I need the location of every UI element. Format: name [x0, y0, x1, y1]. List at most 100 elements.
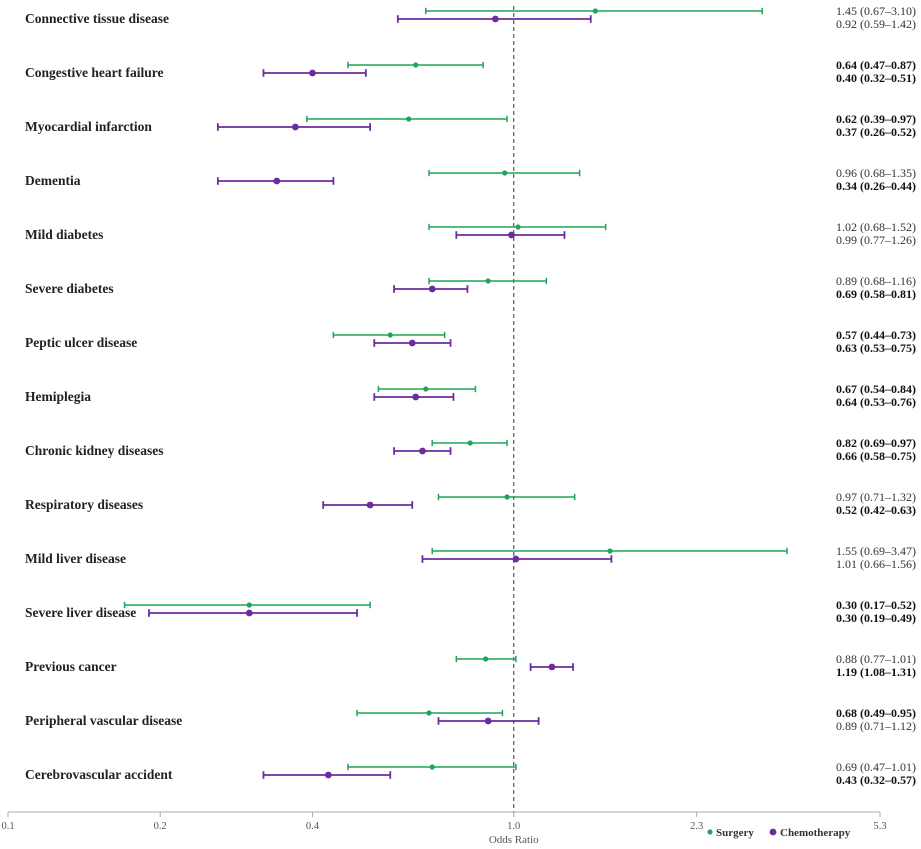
row-label: Mild diabetes: [25, 227, 103, 242]
row-label: Dementia: [25, 173, 81, 188]
chemotherapy-point: [291, 123, 299, 131]
chemotherapy-ci-text: 0.69 (0.58–0.81): [836, 287, 916, 301]
row-label: Connective tissue disease: [25, 11, 169, 26]
surgery-point: [406, 116, 412, 122]
surgery-point: [485, 278, 491, 284]
x-tick-label: 0.4: [306, 821, 320, 832]
chemotherapy-point: [324, 771, 332, 779]
forest-row: Mild diabetes 1.02 (0.68–1.52)0.99 (0.77–…: [25, 220, 916, 247]
forest-row: Cerebrovascular accident 0.69 (0.47–1.01)…: [25, 760, 916, 787]
forest-row: Connective tissue disease 1.45 (0.67–3.10…: [25, 4, 916, 31]
surgery-ci-text: 0.96 (0.68–1.35): [836, 166, 916, 180]
chemotherapy-ci-text: 1.19 (1.08–1.31): [836, 665, 916, 679]
surgery-ci-text: 0.64 (0.47–0.87): [836, 58, 916, 72]
chemotherapy-ci-text: 1.01 (0.66–1.56): [836, 557, 916, 571]
surgery-point: [413, 62, 419, 68]
chemotherapy-point: [512, 555, 520, 563]
row-label: Congestive heart failure: [25, 65, 163, 80]
chemotherapy-point: [273, 177, 281, 185]
chemotherapy-ci-text: 0.66 (0.58–0.75): [836, 449, 916, 463]
surgery-ci-text: 0.67 (0.54–0.84): [836, 382, 916, 396]
legend-surgery-label: Surgery: [716, 827, 754, 839]
chemotherapy-ci-text: 0.63 (0.53–0.75): [836, 341, 916, 355]
surgery-point: [607, 548, 613, 554]
row-label: Peripheral vascular disease: [25, 713, 182, 728]
legend-surgery-marker: [707, 829, 713, 835]
chemotherapy-ci-text: 0.64 (0.53–0.76): [836, 395, 916, 409]
chemotherapy-ci-text: 0.99 (0.77–1.26): [836, 233, 916, 247]
forest-row: Myocardial infarction 0.62 (0.39–0.97)0.3…: [25, 112, 916, 139]
chemotherapy-point: [492, 15, 499, 23]
surgery-ci-text: 0.88 (0.77–1.01): [836, 652, 916, 666]
x-axis-title: Odds Ratio: [489, 834, 539, 846]
forest-row: Mild liver disease 1.55 (0.69–3.47)1.01 (…: [25, 544, 916, 571]
surgery-ci-text: 0.30 (0.17–0.52): [836, 598, 916, 612]
forest-row: Severe diabetes 0.89 (0.68–1.16)0.69 (0.5…: [25, 274, 916, 301]
chemotherapy-point: [245, 609, 253, 617]
chemotherapy-ci-text: 0.40 (0.32–0.51): [836, 71, 916, 85]
forest-row: Previous cancer 0.88 (0.77–1.01)1.19 (1.0…: [25, 652, 916, 679]
row-label: Peptic ulcer disease: [25, 335, 137, 350]
surgery-point: [467, 440, 473, 446]
surgery-point: [426, 710, 432, 716]
legend: Surgery Chemotherapy: [707, 827, 851, 839]
surgery-ci-text: 0.89 (0.68–1.16): [836, 274, 916, 288]
chemotherapy-ci-text: 0.43 (0.32–0.57): [836, 773, 916, 787]
chemotherapy-point: [428, 285, 436, 293]
surgery-point: [483, 656, 489, 662]
chemotherapy-ci-text: 0.92 (0.59–1.42): [836, 17, 916, 31]
rows-layer: Connective tissue disease 1.45 (0.67–3.10…: [25, 4, 916, 812]
chemotherapy-point: [412, 393, 420, 401]
chemotherapy-point: [484, 717, 492, 725]
surgery-ci-text: 0.97 (0.71–1.32): [836, 490, 916, 504]
chemotherapy-ci-text: 0.30 (0.19–0.49): [836, 611, 916, 625]
forest-row: Hemiplegia 0.67 (0.54–0.84)0.64 (0.53–0.7…: [25, 382, 916, 409]
surgery-point: [592, 8, 598, 14]
forest-row: Severe liver disease 0.30 (0.17–0.52)0.30…: [25, 598, 916, 625]
forest-row: Chronic kidney diseases 0.82 (0.69–0.97)0…: [25, 436, 916, 463]
x-tick-label: 0.1: [1, 821, 14, 832]
forest-row: Peptic ulcer disease 0.57 (0.44–0.73)0.63…: [25, 328, 916, 355]
row-label: Severe diabetes: [25, 281, 114, 296]
legend-chemotherapy-label: Chemotherapy: [780, 827, 851, 839]
surgery-point: [246, 602, 252, 608]
x-tick-label: 0.2: [154, 821, 167, 832]
x-tick-label: 2.3: [690, 821, 703, 832]
surgery-point: [504, 494, 510, 500]
chemotherapy-point: [508, 231, 515, 239]
row-label: Myocardial infarction: [25, 119, 152, 134]
x-tick-label: 1.0: [507, 821, 520, 832]
row-label: Chronic kidney diseases: [25, 443, 164, 458]
surgery-point: [515, 224, 521, 230]
surgery-ci-text: 1.02 (0.68–1.52): [836, 220, 916, 234]
chemotherapy-ci-text: 0.37 (0.26–0.52): [836, 125, 916, 139]
chemotherapy-ci-text: 0.89 (0.71–1.12): [836, 719, 916, 733]
surgery-point: [387, 332, 393, 338]
x-axis: 0.1 0.2 0.4 1.0 2.3 5.3 Odds Ratio: [1, 811, 887, 846]
row-label: Cerebrovascular accident: [25, 767, 173, 782]
surgery-point: [502, 170, 508, 176]
forest-row: Dementia 0.96 (0.68–1.35)0.34 (0.26–0.44): [25, 166, 916, 193]
chemotherapy-ci-text: 0.52 (0.42–0.63): [836, 503, 916, 517]
surgery-point: [423, 386, 429, 392]
row-label: Mild liver disease: [25, 551, 126, 566]
surgery-ci-text: 1.55 (0.69–3.47): [836, 544, 916, 558]
surgery-point: [429, 764, 435, 770]
surgery-ci-text: 0.57 (0.44–0.73): [836, 328, 916, 342]
x-tick-label: 5.3: [873, 821, 886, 832]
legend-chemotherapy-marker: [769, 828, 777, 836]
row-label: Previous cancer: [25, 659, 117, 674]
surgery-ci-text: 0.82 (0.69–0.97): [836, 436, 916, 450]
chemotherapy-point: [548, 663, 556, 671]
surgery-ci-text: 1.45 (0.67–3.10): [836, 4, 916, 18]
row-label: Severe liver disease: [25, 605, 136, 620]
surgery-ci-text: 0.68 (0.49–0.95): [836, 706, 916, 720]
chemotherapy-ci-text: 0.34 (0.26–0.44): [836, 179, 916, 193]
surgery-ci-text: 0.69 (0.47–1.01): [836, 760, 916, 774]
chemotherapy-point: [408, 339, 416, 347]
forest-row: Congestive heart failure 0.64 (0.47–0.87)…: [25, 58, 916, 85]
chemotherapy-point: [419, 447, 426, 455]
forest-row: Peripheral vascular disease 0.68 (0.49–0.…: [25, 706, 916, 733]
chemotherapy-point: [366, 501, 374, 509]
